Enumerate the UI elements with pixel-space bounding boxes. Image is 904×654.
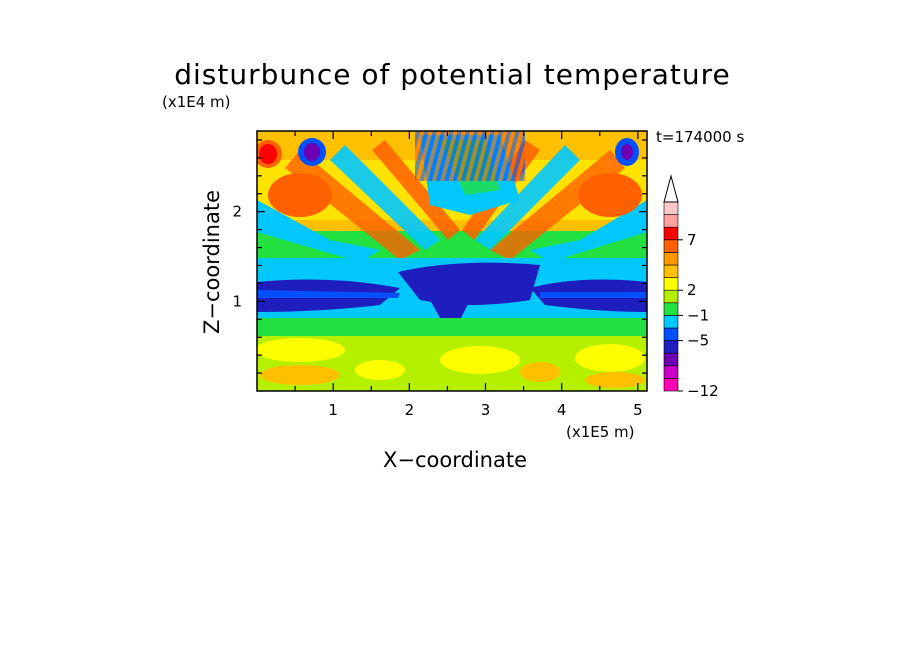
- colorbar-swatch: [663, 264, 679, 278]
- y-tick-label: 1: [232, 292, 242, 310]
- colorbar-swatch: [663, 315, 679, 329]
- colorbar-swatch: [663, 302, 679, 316]
- colorbar-swatch: [663, 289, 679, 304]
- colorbar-label: −1: [687, 306, 709, 324]
- x-tick-label: 4: [557, 401, 567, 419]
- y-axis-unit: (x1E4 m): [162, 93, 231, 111]
- colorbar: 7 2 −1 −5 −12: [663, 174, 719, 400]
- x-tick-label: 5: [633, 401, 643, 419]
- x-tick-label: 2: [405, 401, 415, 419]
- x-tick-label: 3: [481, 401, 491, 419]
- colorbar-swatch: [663, 378, 679, 392]
- chart-title: disturbunce of potential temperature: [174, 58, 731, 91]
- y-tick-label: 2: [232, 203, 242, 221]
- x-axis-label: X−coordinate: [383, 448, 527, 472]
- plot-frame: [256, 130, 648, 392]
- colorbar-swatch: [663, 327, 679, 341]
- colorbar-swatch: [663, 340, 679, 354]
- colorbar-label: −5: [687, 332, 709, 350]
- time-label: t=174000 s: [656, 128, 745, 146]
- contour-field: [257, 131, 647, 391]
- colorbar-label: 7: [687, 231, 697, 249]
- colorbar-swatch: [663, 352, 679, 367]
- colorbar-label: −12: [687, 382, 719, 400]
- colorbar-swatch: [663, 226, 679, 241]
- x-axis: 1 2 3 4 5: [294, 131, 643, 419]
- colorbar-swatch: [663, 214, 679, 228]
- colorbar-swatch: [663, 365, 679, 379]
- y-axis: 12: [232, 139, 647, 374]
- colorbar-label: 2: [687, 281, 697, 299]
- colorbar-extend-arrow: [663, 174, 679, 203]
- colorbar-swatch: [663, 277, 679, 291]
- x-axis-unit: (x1E5 m): [566, 423, 635, 441]
- colorbar-swatch: [663, 252, 679, 266]
- x-tick-label: 1: [328, 401, 338, 419]
- colorbar-swatch: [663, 239, 679, 253]
- colorbar-swatch: [663, 201, 679, 215]
